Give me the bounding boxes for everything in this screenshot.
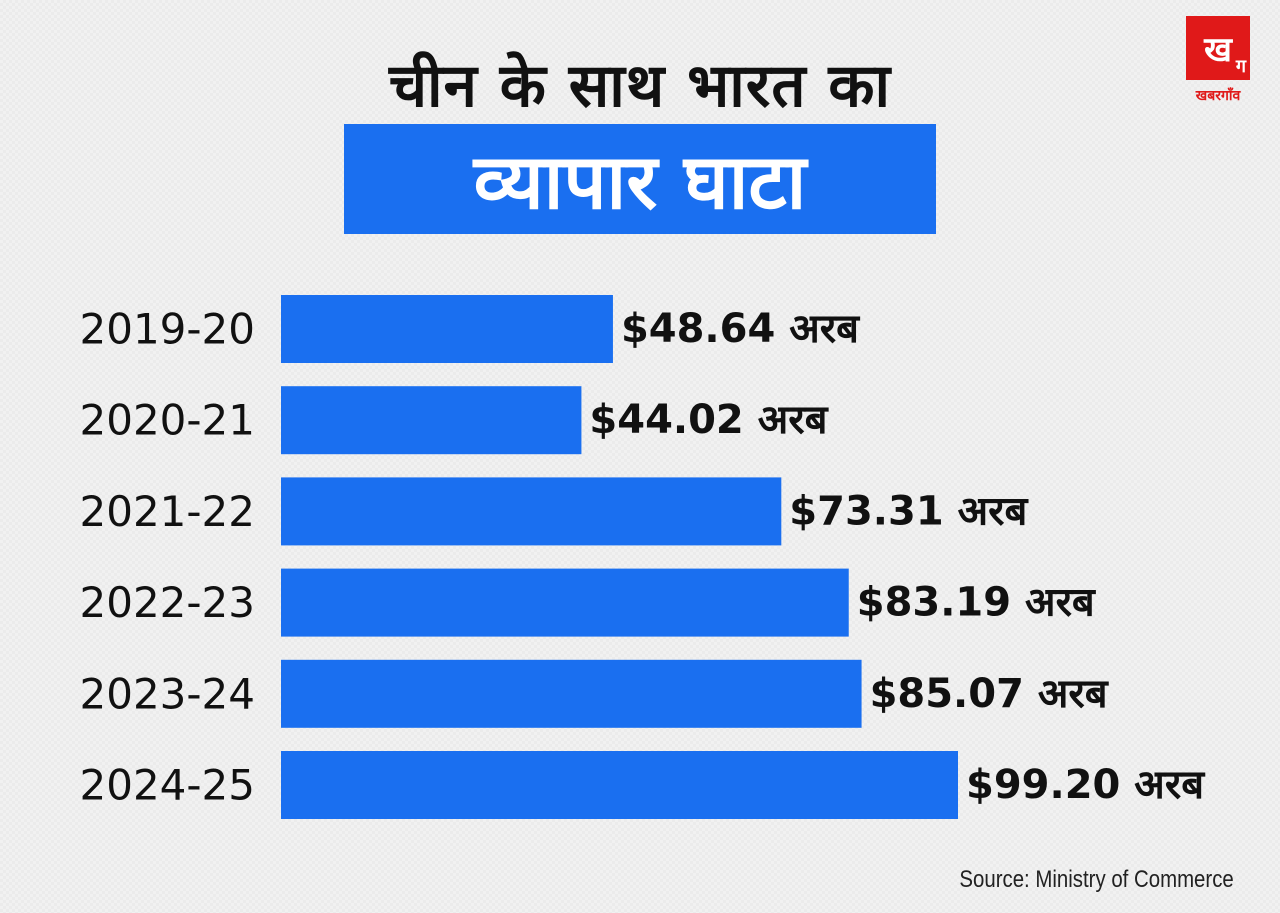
data-label: $73.31 अरब (789, 488, 1029, 534)
chart-title-line1: चीन के साथ भारत का (388, 51, 892, 121)
category-label: 2021-22 (80, 487, 256, 536)
brand-logo-mark-main: ख (1204, 30, 1232, 70)
category-label: 2020-21 (80, 396, 256, 445)
category-label: 2019-20 (80, 305, 256, 354)
category-label: 2022-23 (80, 578, 256, 627)
bar (281, 659, 862, 728)
bar (281, 295, 613, 363)
brand-logo-mark-sub: ग (1235, 56, 1246, 77)
category-label: 2024-25 (80, 761, 256, 810)
data-label: $85.07 अरब (870, 671, 1110, 717)
bar (281, 568, 849, 637)
brand-logo-text: खबरगाँव (1195, 88, 1241, 104)
data-label: $83.19 अरब (857, 580, 1097, 626)
chart-title-line2: व्यापार घाटा (473, 136, 807, 226)
brand-logo-mark: ख ग (1186, 16, 1250, 80)
source-note: Source: Ministry of Commerce (959, 866, 1234, 893)
data-label: $48.64 अरब (621, 306, 861, 352)
bar (281, 751, 958, 819)
category-label: 2023-24 (80, 669, 256, 718)
brand-logo: ख ग खबरगाँव (1180, 16, 1256, 120)
data-label: $99.20 अरब (966, 762, 1206, 808)
data-label: $44.02 अरब (589, 397, 829, 443)
bar (281, 386, 582, 455)
chart-title-highlight-box: व्यापार घाटा (344, 124, 936, 234)
bar (281, 477, 782, 546)
